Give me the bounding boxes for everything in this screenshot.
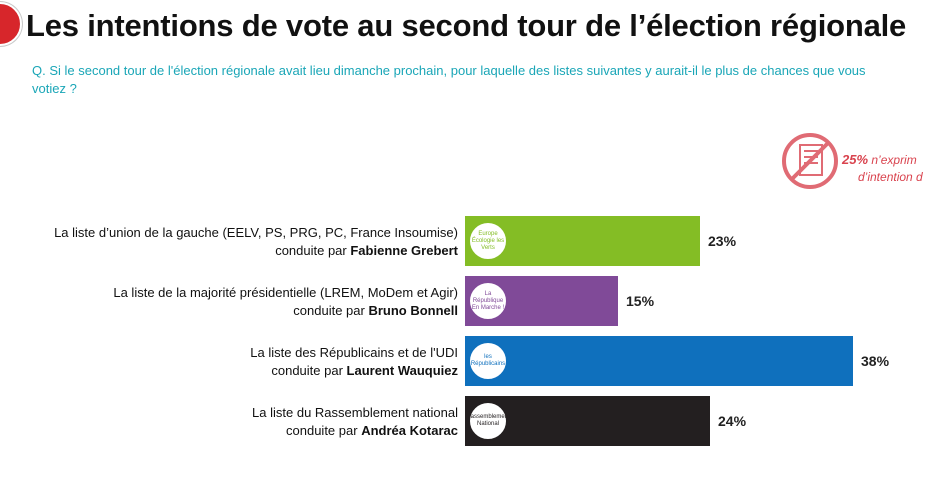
abstention-text: 25% n’exprim d’intention d xyxy=(842,151,930,186)
data-label: 38% xyxy=(861,353,890,369)
bar xyxy=(465,336,853,386)
data-label: 24% xyxy=(718,413,747,429)
data-label: 23% xyxy=(708,233,737,249)
list-name: La liste des Républicains et de l'UDI xyxy=(250,345,458,360)
data-label: 15% xyxy=(626,293,655,309)
candidate-name: Bruno Bonnell xyxy=(368,303,458,318)
les-republicains-logo-icon: les Républicains xyxy=(468,341,508,381)
abstention-percent: 25% xyxy=(842,152,869,167)
list-name: La liste de la majorité présidentielle (… xyxy=(113,285,458,300)
row-label: La liste des Républicains et de l'UDI con… xyxy=(18,344,458,380)
lead-prefix: conduite par xyxy=(293,303,369,318)
list-name: La liste d’union de la gauche (EELV, PS,… xyxy=(54,225,458,240)
candidate-name: Andréa Kotarac xyxy=(361,423,458,438)
page-title: Les intentions de vote au second tour de… xyxy=(26,8,907,43)
lead-prefix: conduite par xyxy=(271,363,347,378)
survey-question: Q. Si le second tour de l'élection régio… xyxy=(32,63,866,96)
en-marche-logo-icon: La République En Marche ! xyxy=(468,281,508,321)
eelv-logo-icon: Europe Écologie les Verts xyxy=(468,221,508,261)
row-label: La liste du Rassemblement national condui… xyxy=(18,404,458,440)
row-label: La liste de la majorité présidentielle (… xyxy=(18,284,458,320)
no-ballot-icon xyxy=(782,133,838,189)
candidate-name: Laurent Wauquiez xyxy=(346,363,458,378)
abstention-callout: 25% n’exprim d’intention d xyxy=(780,131,930,191)
candidate-name: Fabienne Grebert xyxy=(350,243,458,258)
list-name: La liste du Rassemblement national xyxy=(252,405,458,420)
lead-prefix: conduite par xyxy=(286,423,362,438)
lead-prefix: conduite par xyxy=(275,243,351,258)
rassemblement-national-logo-icon: Rassemblement National xyxy=(468,401,508,441)
row-label: La liste d’union de la gauche (EELV, PS,… xyxy=(18,224,458,260)
abstention-line1: n’exprim xyxy=(871,153,917,167)
abstention-line2: d’intention d xyxy=(858,170,923,184)
